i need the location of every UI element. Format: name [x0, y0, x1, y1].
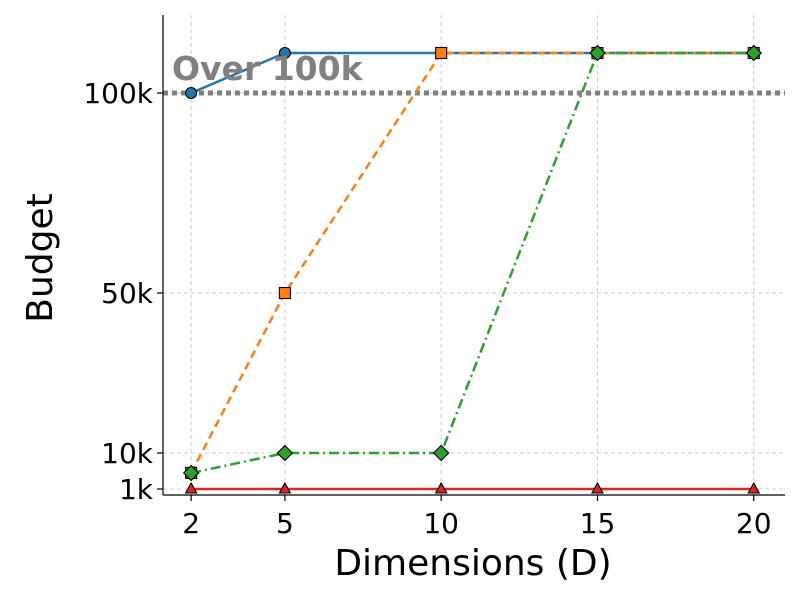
- data-point: [435, 46, 448, 60]
- annotation-label: Over 100k: [172, 49, 364, 88]
- series-4: [184, 481, 761, 494]
- data-point: [591, 481, 604, 494]
- x-tick-label: 20: [736, 507, 772, 540]
- data-point: [278, 46, 291, 60]
- data-point: [185, 86, 198, 100]
- data-point: [276, 444, 294, 462]
- x-tick-label: 15: [580, 507, 616, 540]
- series-group: [182, 44, 763, 494]
- data-point: [184, 481, 198, 494]
- data-point: [589, 44, 606, 62]
- data-point: [278, 286, 291, 300]
- data-point: [182, 464, 200, 482]
- y-axis-title: Budget: [20, 193, 61, 322]
- data-point: [432, 444, 450, 462]
- axes: [162, 15, 785, 496]
- series-line: [190, 51, 754, 475]
- y-tick-label: 100k: [83, 77, 153, 110]
- data-point: [745, 44, 763, 62]
- data-point: [278, 481, 292, 494]
- series-line: [190, 51, 754, 474]
- series-2: [185, 46, 760, 480]
- y-tick-label: 1k: [119, 473, 154, 506]
- x-tick-label: 5: [276, 507, 294, 540]
- x-tick-label: 2: [182, 507, 200, 540]
- x-tick-label: 10: [423, 507, 459, 540]
- y-tick-label: 10k: [101, 437, 154, 470]
- series-3: [182, 44, 763, 482]
- x-axis-title: Dimensions (D): [334, 543, 611, 584]
- data-point: [747, 481, 761, 494]
- y-tick-label: 50k: [101, 277, 154, 310]
- data-point: [434, 481, 448, 494]
